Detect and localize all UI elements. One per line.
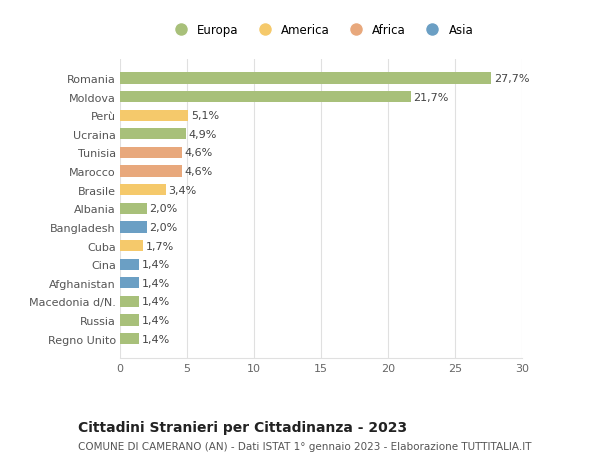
Text: 1,7%: 1,7% [145,241,174,251]
Text: 1,4%: 1,4% [142,297,170,307]
Text: 4,6%: 4,6% [184,148,212,158]
Bar [120,92,411,103]
Text: 3,4%: 3,4% [168,185,196,195]
Text: 2,0%: 2,0% [149,223,178,232]
Text: 1,4%: 1,4% [142,315,170,325]
Bar [120,241,143,252]
Text: 27,7%: 27,7% [494,74,529,84]
Text: COMUNE DI CAMERANO (AN) - Dati ISTAT 1° gennaio 2023 - Elaborazione TUTTITALIA.I: COMUNE DI CAMERANO (AN) - Dati ISTAT 1° … [78,441,532,451]
Bar [120,333,139,344]
Bar [120,203,147,214]
Text: 2,0%: 2,0% [149,204,178,214]
Text: 5,1%: 5,1% [191,111,219,121]
Bar [120,259,139,270]
Bar [120,278,139,289]
Bar [120,147,182,159]
Text: 4,6%: 4,6% [184,167,212,177]
Bar [120,296,139,308]
Text: 1,4%: 1,4% [142,334,170,344]
Bar [120,110,188,122]
Text: 4,9%: 4,9% [188,129,217,140]
Text: 21,7%: 21,7% [413,92,449,102]
Legend: Europa, America, Africa, Asia: Europa, America, Africa, Asia [169,24,473,37]
Bar [120,222,147,233]
Bar [120,315,139,326]
Bar [120,166,182,177]
Text: Cittadini Stranieri per Cittadinanza - 2023: Cittadini Stranieri per Cittadinanza - 2… [78,420,407,434]
Bar [120,73,491,84]
Text: 1,4%: 1,4% [142,260,170,269]
Bar [120,129,185,140]
Text: 1,4%: 1,4% [142,278,170,288]
Bar [120,185,166,196]
